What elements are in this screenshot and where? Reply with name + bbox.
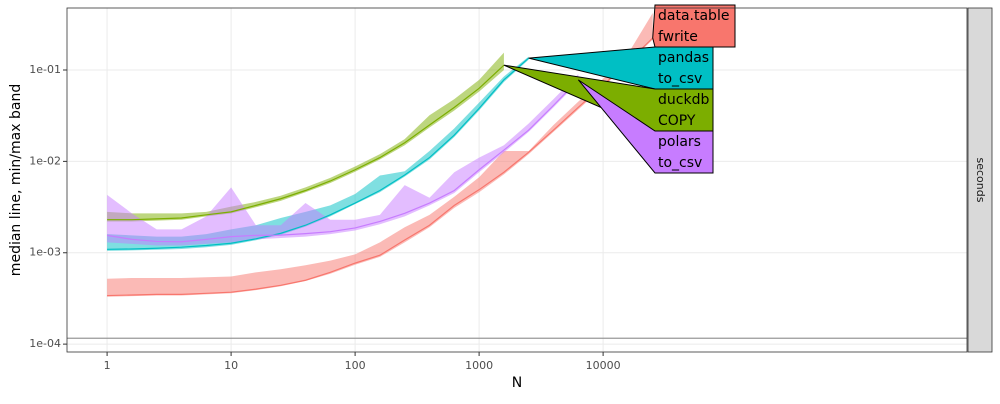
x-axis-label: N xyxy=(512,375,522,391)
plot-panel xyxy=(67,8,967,352)
legend-label: polars xyxy=(658,134,701,150)
legend-label: pandas xyxy=(658,50,709,66)
label-box xyxy=(528,46,714,90)
label-box xyxy=(652,4,736,48)
label-box xyxy=(577,79,714,174)
strip-label: seconds xyxy=(974,158,987,203)
band xyxy=(107,74,579,246)
legend-label: COPY xyxy=(658,113,696,129)
y-tick-label: 1e-03 xyxy=(29,246,61,259)
legend-label: duckdb xyxy=(658,92,709,108)
x-tick-label: 100 xyxy=(345,359,366,372)
y-tick-label: 1e-04 xyxy=(29,337,61,350)
y-tick-label: 1e-01 xyxy=(29,63,61,76)
x-tick-label: 1 xyxy=(104,359,111,372)
median-line xyxy=(107,57,530,250)
legend-label: to_csv xyxy=(658,155,702,171)
x-tick-label: 10000 xyxy=(586,359,621,372)
panel-border xyxy=(66,7,968,353)
legend-label: data.table xyxy=(658,8,729,24)
median-line xyxy=(106,79,579,243)
legend-label: fwrite xyxy=(658,29,698,45)
legend-label: to_csv xyxy=(658,71,702,87)
y-axis-label: median line, min/max band xyxy=(8,84,24,276)
strip xyxy=(967,7,993,353)
median-line xyxy=(107,64,505,221)
x-tick-label: 1000 xyxy=(465,359,493,372)
x-tick-label: 10 xyxy=(224,359,238,372)
median-line xyxy=(107,37,654,297)
y-tick-label: 1e-02 xyxy=(29,154,61,167)
band xyxy=(107,52,504,222)
